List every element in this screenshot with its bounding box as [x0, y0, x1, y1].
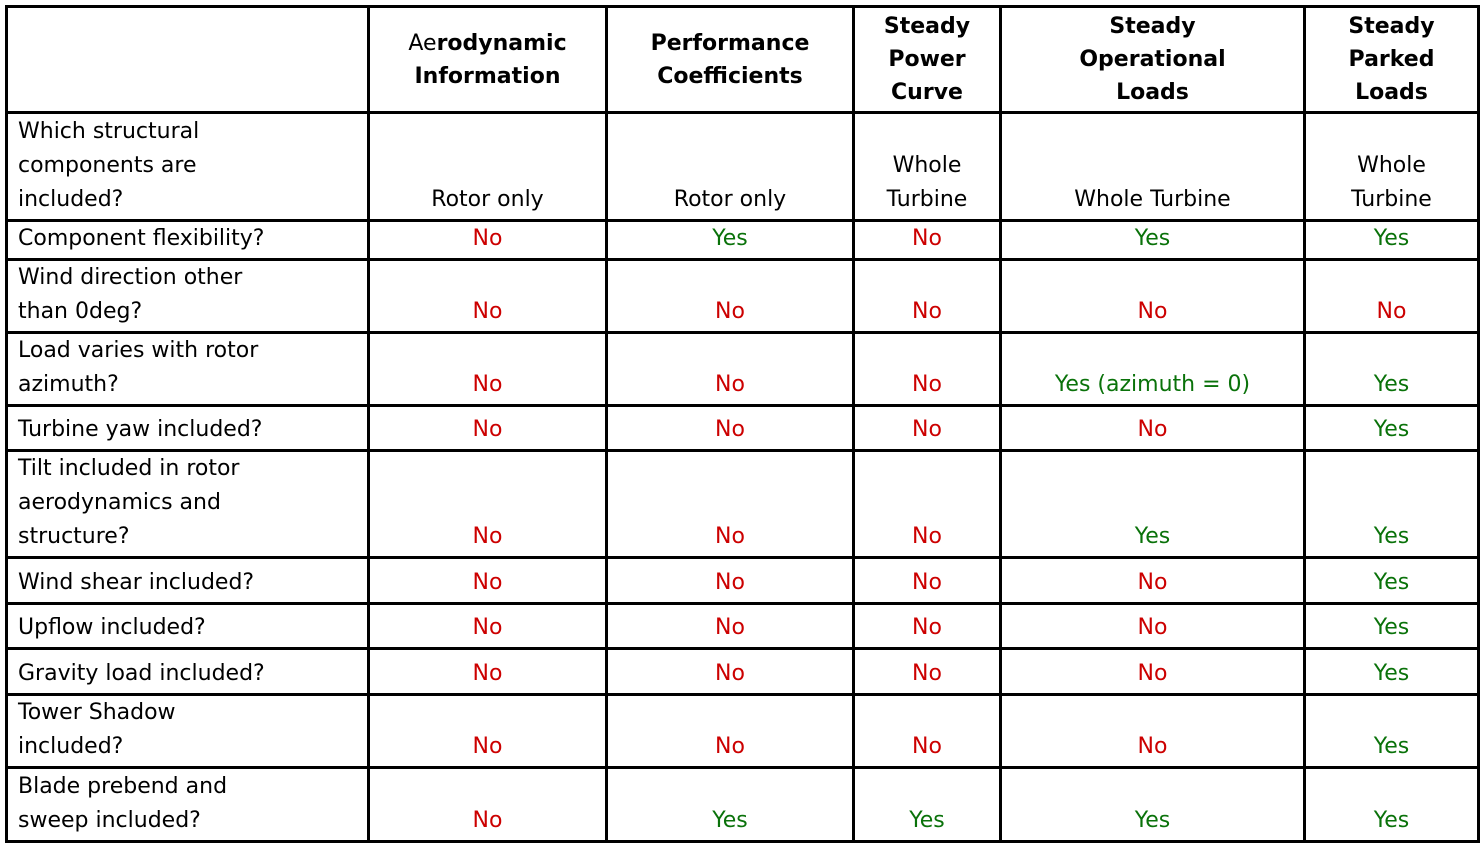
answer-cell: Whole Turbine — [852, 111, 1002, 222]
row-label: Upflow included? — [5, 602, 370, 650]
answer-cell: Yes — [1303, 449, 1480, 559]
row-label: Tilt included in rotor aerodynamics and … — [5, 449, 370, 559]
answer-cell: Yes — [1303, 766, 1480, 843]
answer-cell: Yes — [1303, 602, 1480, 650]
table-row: Upflow included? No No No No Yes — [5, 602, 1480, 650]
answer-cell: No — [852, 331, 1002, 407]
answer-cell: No — [999, 693, 1306, 769]
row-label: Blade prebend and sweep included? — [5, 766, 370, 843]
answer-cell: No — [852, 647, 1002, 696]
corner-header-cell — [5, 5, 370, 114]
table-row: Tower Shadow included? No No No No Yes — [5, 693, 1480, 769]
row-label: Which structural components are included… — [5, 111, 370, 222]
answer-cell: No — [605, 331, 855, 407]
header-row: Aerodynamic Information Performance Coeff… — [5, 5, 1480, 114]
answer-cell: No — [367, 449, 608, 559]
column-header-aerodynamic-information: Aerodynamic Information — [367, 5, 608, 114]
table-row: Wind direction other than 0deg? No No No… — [5, 258, 1480, 334]
answer-cell: No — [605, 258, 855, 334]
answer-cell: No — [367, 766, 608, 843]
answer-cell: Yes — [999, 219, 1306, 261]
table-row: Tilt included in rotor aerodynamics and … — [5, 449, 1480, 559]
table-row: Turbine yaw included? No No No No Yes — [5, 404, 1480, 452]
table-row: Which structural components are included… — [5, 111, 1480, 222]
answer-cell: Yes — [999, 766, 1306, 843]
row-label: Wind direction other than 0deg? — [5, 258, 370, 334]
answer-cell: No — [852, 602, 1002, 650]
table-row: Load varies with rotor azimuth? No No No… — [5, 331, 1480, 407]
row-label: Load varies with rotor azimuth? — [5, 331, 370, 407]
answer-cell: No — [605, 556, 855, 605]
answer-cell: No — [852, 258, 1002, 334]
answer-cell: No — [852, 219, 1002, 261]
answer-cell: No — [605, 404, 855, 452]
answer-cell: Yes — [1303, 647, 1480, 696]
answer-cell: No — [367, 556, 608, 605]
answer-cell: No — [605, 647, 855, 696]
table-row: Wind shear included? No No No No Yes — [5, 556, 1480, 605]
table-row: Gravity load included? No No No No Yes — [5, 647, 1480, 696]
answer-cell: Yes — [1303, 693, 1480, 769]
answer-cell: No — [605, 693, 855, 769]
answer-cell: No — [367, 404, 608, 452]
answer-cell: No — [999, 258, 1306, 334]
answer-cell: No — [605, 449, 855, 559]
answer-cell: Yes (azimuth = 0) — [999, 331, 1306, 407]
row-label: Tower Shadow included? — [5, 693, 370, 769]
column-header-steady-operational-loads: Steady Operational Loads — [999, 5, 1306, 114]
answer-cell: Whole Turbine — [999, 111, 1306, 222]
answer-cell: Yes — [852, 766, 1002, 843]
table-row: Blade prebend and sweep included? No Yes… — [5, 766, 1480, 843]
header-regular-prefix: Ae — [408, 30, 437, 56]
answer-cell: No — [605, 602, 855, 650]
answer-cell: Whole Turbine — [1303, 111, 1480, 222]
header-line2: Information — [414, 63, 561, 89]
answer-cell: No — [367, 331, 608, 407]
column-header-performance-coefficients: Performance Coefficients — [605, 5, 855, 114]
answer-cell: No — [852, 404, 1002, 452]
answer-cell: Yes — [1303, 404, 1480, 452]
capability-comparison-table: Aerodynamic Information Performance Coeff… — [5, 5, 1480, 843]
answer-cell: Yes — [1303, 556, 1480, 605]
row-label: Turbine yaw included? — [5, 404, 370, 452]
row-label: Gravity load included? — [5, 647, 370, 696]
row-label: Wind shear included? — [5, 556, 370, 605]
answer-cell: Rotor only — [367, 111, 608, 222]
answer-cell: No — [367, 647, 608, 696]
column-header-steady-power-curve: Steady Power Curve — [852, 5, 1002, 114]
answer-cell: No — [999, 556, 1306, 605]
answer-cell: No — [999, 647, 1306, 696]
answer-cell: Yes — [1303, 331, 1480, 407]
answer-cell: No — [367, 602, 608, 650]
answer-cell: No — [999, 602, 1306, 650]
answer-cell: Yes — [605, 219, 855, 261]
answer-cell: No — [367, 693, 608, 769]
answer-cell: Yes — [605, 766, 855, 843]
table-row: Component flexibility? No Yes No Yes Yes — [5, 219, 1480, 261]
answer-cell: No — [852, 556, 1002, 605]
answer-cell: No — [852, 693, 1002, 769]
answer-cell: Yes — [999, 449, 1306, 559]
answer-cell: No — [852, 449, 1002, 559]
header-bold-part: rodynamic — [436, 30, 567, 56]
answer-cell: Yes — [1303, 219, 1480, 261]
answer-cell: No — [999, 404, 1306, 452]
answer-cell: Rotor only — [605, 111, 855, 222]
answer-cell: No — [367, 219, 608, 261]
row-label: Component flexibility? — [5, 219, 370, 261]
column-header-steady-parked-loads: Steady Parked Loads — [1303, 5, 1480, 114]
answer-cell: No — [1303, 258, 1480, 334]
answer-cell: No — [367, 258, 608, 334]
